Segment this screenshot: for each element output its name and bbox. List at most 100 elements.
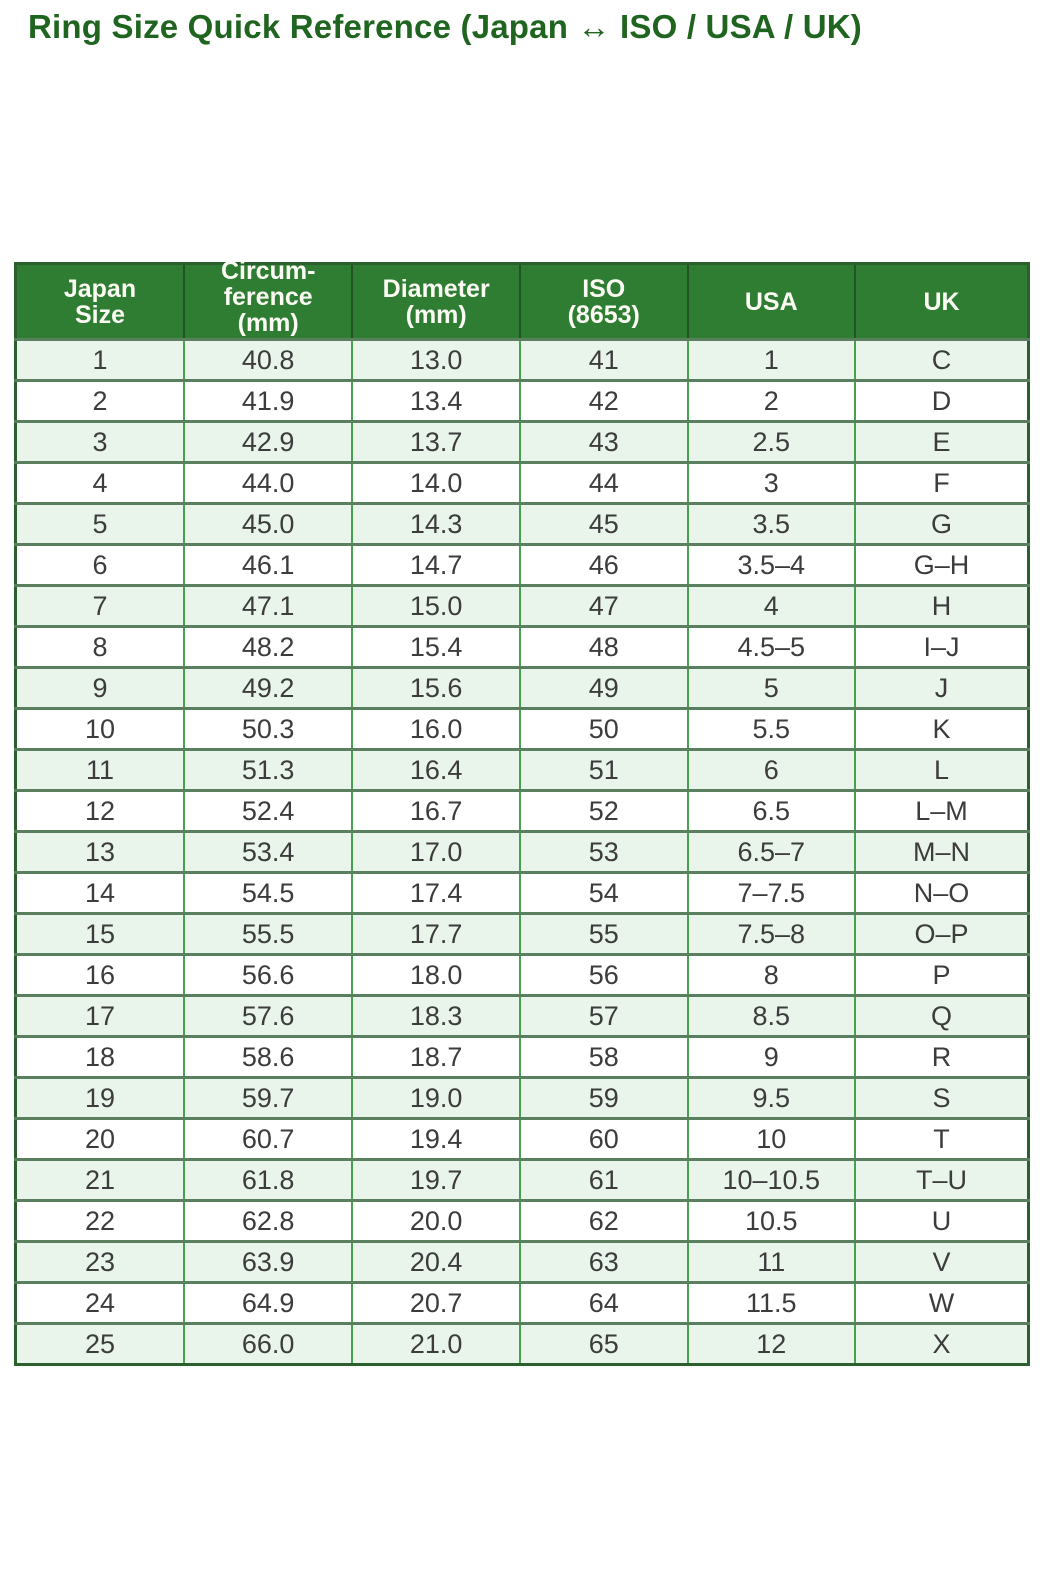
table-cell: 43	[518, 420, 689, 463]
table-cell: 57	[518, 994, 689, 1037]
table-cell: 10	[686, 1117, 857, 1160]
table-cell: 17.7	[351, 912, 521, 955]
table-cell: T–U	[854, 1158, 1030, 1201]
table-cell: 54.5	[182, 871, 354, 914]
table-cell: 21	[14, 1158, 185, 1201]
table-row: 17 57.6 18.3 57 8.5 Q	[14, 994, 1030, 1037]
table-cell: 14	[14, 871, 185, 914]
table-cell: G	[854, 502, 1030, 545]
table-row: 16 56.6 18.0 56 8 P	[14, 953, 1030, 996]
table-header: Japan Size Circum- ference (mm) Diameter…	[14, 258, 1030, 341]
table-cell: U	[854, 1199, 1030, 1242]
table-row: 20 60.7 19.4 60 10 T	[14, 1117, 1030, 1160]
table-cell: W	[854, 1281, 1030, 1324]
table-cell: 4.5–5	[686, 625, 857, 668]
table-row: 19 59.7 19.0 59 9.5 S	[14, 1076, 1030, 1119]
table-cell: 42	[518, 379, 689, 422]
table-cell: 63	[518, 1240, 689, 1283]
table-cell: 16.0	[351, 707, 521, 750]
table-cell: 19.4	[351, 1117, 521, 1160]
table-cell: F	[854, 461, 1030, 504]
table-cell: 5	[686, 666, 857, 709]
table-cell: 1	[14, 338, 185, 381]
table-cell: 11.5	[686, 1281, 857, 1324]
table-cell: 51.3	[182, 748, 354, 791]
table-cell: 48	[518, 625, 689, 668]
table-cell: 11	[14, 748, 185, 791]
table-cell: 13.7	[351, 420, 521, 463]
table-cell: 20	[14, 1117, 185, 1160]
table-cell: 53.4	[182, 830, 354, 873]
table-cell: 53	[518, 830, 689, 873]
table-cell: 25	[14, 1322, 185, 1365]
table-cell: 12	[686, 1322, 857, 1365]
table-cell: 21.0	[351, 1322, 521, 1365]
table-cell: G–H	[854, 543, 1030, 586]
table-cell: 54	[518, 871, 689, 914]
table-cell: R	[854, 1035, 1030, 1078]
table-cell: 60.7	[182, 1117, 354, 1160]
header-cell-japan-size: Japan Size	[14, 262, 185, 341]
table-cell: I–J	[854, 625, 1030, 668]
table-cell: 14.0	[351, 461, 521, 504]
table-cell: 44.0	[182, 461, 354, 504]
table-row: 23 63.9 20.4 63 11 V	[14, 1240, 1030, 1283]
table-cell: O–P	[854, 912, 1030, 955]
table-cell: V	[854, 1240, 1030, 1283]
table-row: 7 47.1 15.0 47 4 H	[14, 584, 1030, 627]
table-cell: 63.9	[182, 1240, 354, 1283]
table-cell: 2	[686, 379, 857, 422]
table-cell: 15.6	[351, 666, 521, 709]
table-cell: 17.4	[351, 871, 521, 914]
table-cell: 19.7	[351, 1158, 521, 1201]
table-row: 24 64.9 20.7 64 11.5 W	[14, 1281, 1030, 1324]
table-cell: 52	[518, 789, 689, 832]
table-cell: 19	[14, 1076, 185, 1119]
table-cell: 3	[686, 461, 857, 504]
table-cell: 23	[14, 1240, 185, 1283]
table-row: 22 62.8 20.0 62 10.5 U	[14, 1199, 1030, 1242]
table-cell: S	[854, 1076, 1030, 1119]
table-cell: 45.0	[182, 502, 354, 545]
table-cell: L	[854, 748, 1030, 791]
table-cell: 3.5–4	[686, 543, 857, 586]
table-cell: 17.0	[351, 830, 521, 873]
table-cell: 64.9	[182, 1281, 354, 1324]
table-cell: 49.2	[182, 666, 354, 709]
table-cell: 6	[686, 748, 857, 791]
table-cell: 6.5	[686, 789, 857, 832]
table-row: 12 52.4 16.7 52 6.5 L–M	[14, 789, 1030, 832]
table-cell: 64	[518, 1281, 689, 1324]
table-row: 6 46.1 14.7 46 3.5–4 G–H	[14, 543, 1030, 586]
header-cell-uk: UK	[854, 262, 1030, 341]
table-row: 14 54.5 17.4 54 7–7.5 N–O	[14, 871, 1030, 914]
table-cell: 47	[518, 584, 689, 627]
table-cell: Q	[854, 994, 1030, 1037]
table-cell: 62	[518, 1199, 689, 1242]
table-row: 3 42.9 13.7 43 2.5 E	[14, 420, 1030, 463]
table-cell: 18	[14, 1035, 185, 1078]
table-cell: 16	[14, 953, 185, 996]
table-cell: 50.3	[182, 707, 354, 750]
table-cell: M–N	[854, 830, 1030, 873]
table-cell: D	[854, 379, 1030, 422]
table-cell: 4	[14, 461, 185, 504]
table-cell: 65	[518, 1322, 689, 1365]
table-cell: N–O	[854, 871, 1030, 914]
table-row: 13 53.4 17.0 53 6.5–7 M–N	[14, 830, 1030, 873]
table-cell: T	[854, 1117, 1030, 1160]
table-cell: 2.5	[686, 420, 857, 463]
table-cell: 12	[14, 789, 185, 832]
table-cell: 10.5	[686, 1199, 857, 1242]
table-cell: 16.4	[351, 748, 521, 791]
table-cell: 40.8	[182, 338, 354, 381]
table-cell: 18.0	[351, 953, 521, 996]
table-cell: 8.5	[686, 994, 857, 1037]
table-cell: 4	[686, 584, 857, 627]
table-cell: 62.8	[182, 1199, 354, 1242]
table-cell: E	[854, 420, 1030, 463]
table-cell: 61	[518, 1158, 689, 1201]
table-cell: 60	[518, 1117, 689, 1160]
table-row: 8 48.2 15.4 48 4.5–5 I–J	[14, 625, 1030, 668]
table-cell: 9	[686, 1035, 857, 1078]
